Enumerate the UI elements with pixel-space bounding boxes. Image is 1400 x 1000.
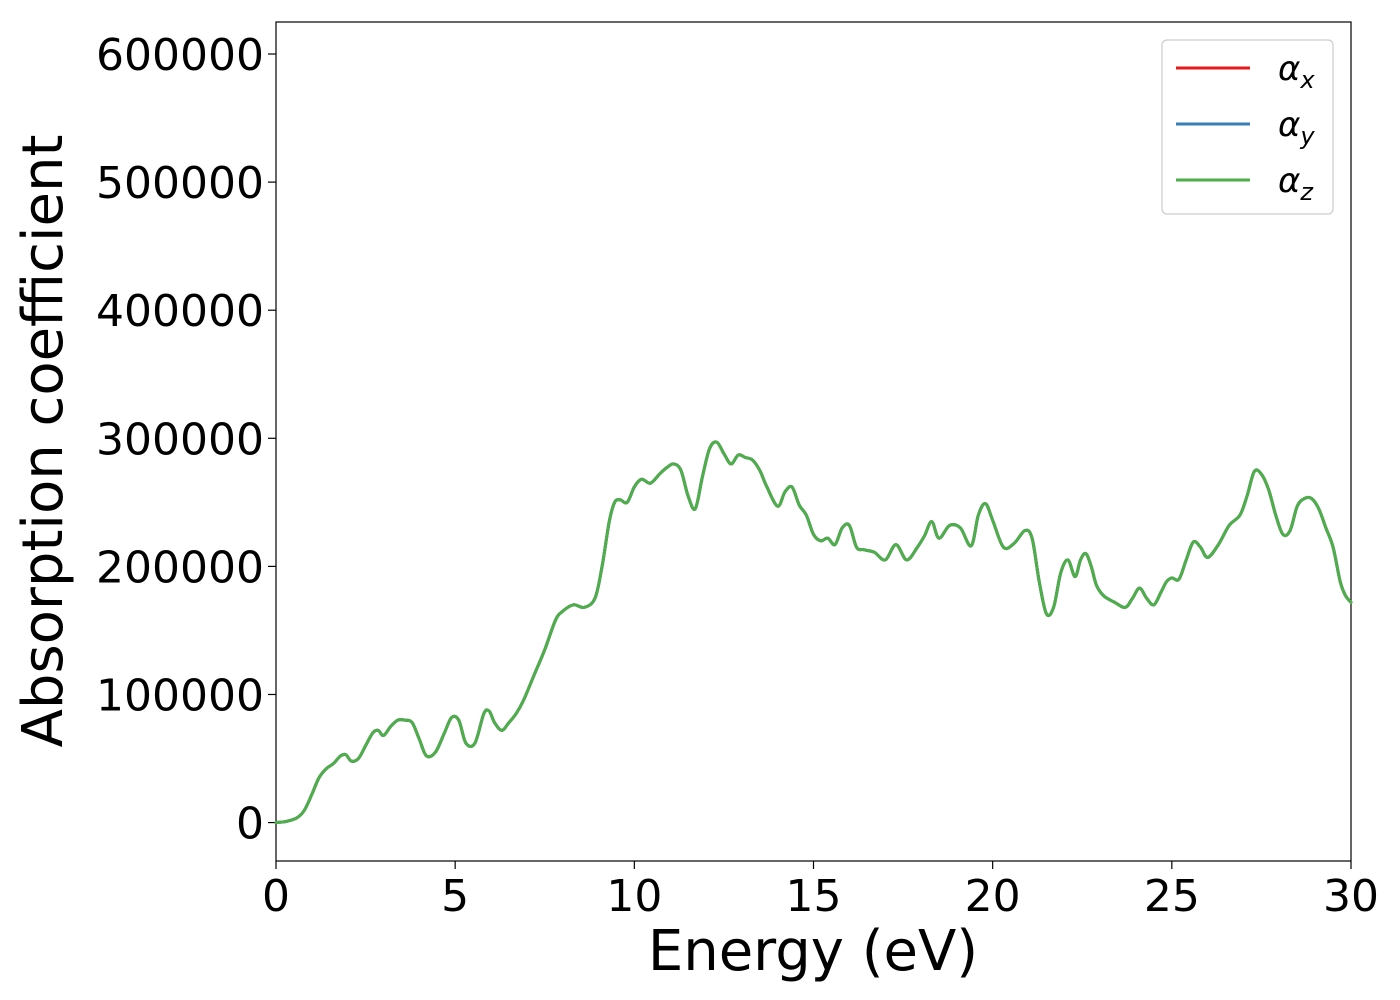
legend-entry: αz (1176, 161, 1314, 206)
y-axis-label: Absorption coefficient (11, 135, 76, 748)
legend-symbol: α (1278, 105, 1300, 145)
legend-symbol: α (1278, 49, 1300, 89)
legend-box (1161, 39, 1334, 215)
legend-label: αy (1278, 105, 1315, 150)
legend-subscript: x (1299, 66, 1315, 94)
y-tick-label: 500000 (96, 158, 264, 209)
y-axis-ticks: 0 100000 200000 300000 400000 500000 600000 (96, 30, 276, 850)
y-tick-label: 400000 (96, 286, 264, 337)
series-line-z (274, 440, 1353, 825)
x-tick-label: 30 (1323, 871, 1379, 922)
x-tick-label: 10 (606, 871, 662, 922)
legend-label: αx (1278, 49, 1315, 94)
legend-label: αz (1278, 161, 1314, 206)
legend-entry: αx (1176, 49, 1315, 94)
y-tick-label: 0 (236, 799, 264, 850)
legend-symbol: α (1278, 161, 1300, 201)
y-tick-label: 100000 (96, 670, 264, 721)
y-tick-label: 200000 (96, 542, 264, 593)
legend-entry: αy (1176, 105, 1315, 150)
legend-subscript: y (1299, 122, 1315, 150)
x-axis-ticks: 0 5 10 15 20 25 30 (262, 861, 1379, 922)
legend-subscript: z (1299, 178, 1314, 206)
x-tick-label: 20 (965, 871, 1021, 922)
x-tick-label: 0 (262, 871, 290, 922)
y-tick-label: 300000 (96, 414, 264, 465)
series-lines (274, 440, 1353, 825)
y-tick-label: 600000 (96, 30, 264, 81)
x-tick-label: 15 (786, 871, 842, 922)
x-tick-label: 5 (441, 871, 469, 922)
x-axis-label: Energy (eV) (648, 919, 978, 984)
x-tick-label: 25 (1144, 871, 1200, 922)
